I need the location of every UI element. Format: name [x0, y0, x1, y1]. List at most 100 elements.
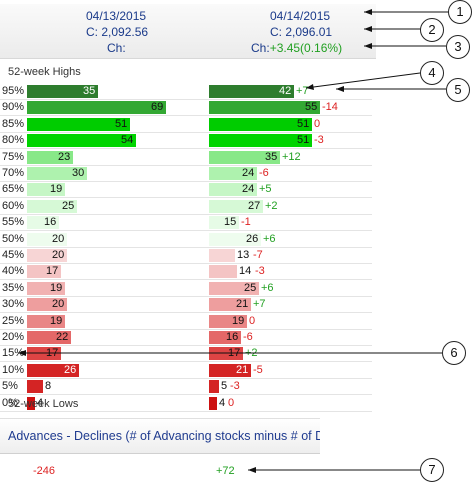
row-separator: [0, 99, 372, 100]
bar-value-left: 4: [37, 397, 44, 409]
bar-left: [27, 380, 43, 393]
row-label: 0%: [2, 397, 18, 409]
callout-arrow-4: [305, 72, 421, 89]
bar-left: [27, 282, 65, 295]
row-separator: [0, 411, 372, 412]
bar-value-left: 19: [50, 315, 63, 327]
change-value: +6: [261, 282, 274, 294]
change-value: 0: [314, 118, 321, 130]
bar-left: [27, 331, 71, 344]
bar-value-right: 21: [236, 364, 249, 376]
bar-left: [27, 364, 79, 377]
bar-value-right: 42: [279, 85, 292, 97]
bar-right: [209, 364, 251, 377]
change-value: -3: [314, 134, 324, 146]
change-value: -1: [241, 216, 251, 228]
row-label: 65%: [2, 183, 25, 195]
bar-value-right: 24: [242, 183, 255, 195]
bar-value-left: 26: [64, 364, 77, 376]
bar-value-right: 15: [224, 216, 237, 228]
callout-arrowhead-6: [18, 350, 26, 356]
bar-left: [27, 200, 77, 213]
row-label: 25%: [2, 315, 25, 327]
bar-left: [27, 315, 65, 328]
change-right-prefix: Ch:: [251, 41, 270, 55]
bar-value-left: 20: [52, 249, 65, 261]
row-label: 55%: [2, 216, 25, 228]
change-value: -3: [230, 380, 240, 392]
bar-right: [209, 183, 257, 196]
bar-value-right: 19: [232, 315, 245, 327]
callout-arrowhead-7: [248, 467, 256, 473]
callout-3: 3: [446, 35, 470, 59]
row-label: 75%: [2, 151, 25, 163]
change-value: +7: [253, 298, 266, 310]
row-separator: [0, 181, 372, 182]
highs-section-label: 52-week Highs: [8, 66, 81, 78]
change-value: 0: [228, 397, 235, 409]
summary-header: 04/13/2015 04/14/2015 C: 2,092.56 C: 2,0…: [0, 4, 376, 59]
row-separator: [0, 394, 372, 395]
callout-7: 7: [420, 458, 444, 482]
change-value: +2: [265, 200, 278, 212]
change-right-value: +3.45(0.16%): [269, 41, 343, 55]
bar-value-left: 54: [121, 134, 134, 146]
row-label: 80%: [2, 134, 25, 146]
change-right: Ch:+3.45(0.16%): [251, 41, 342, 55]
row-separator: [0, 115, 372, 116]
row-separator: [0, 165, 372, 166]
row-label: 30%: [2, 298, 25, 310]
bar-value-left: 8: [45, 380, 52, 392]
bar-value-left: 16: [44, 216, 57, 228]
change-value: -7: [253, 249, 263, 261]
bar-right: [209, 151, 280, 164]
row-separator: [0, 197, 372, 198]
bar-right: [209, 298, 251, 311]
date-left: 04/13/2015: [86, 9, 147, 23]
row-label: 35%: [2, 282, 25, 294]
callout-arrowhead-5: [336, 86, 344, 92]
row-separator: [0, 361, 372, 362]
bar-value-right: 51: [297, 118, 310, 130]
bar-right: [209, 216, 239, 229]
bar-left: [27, 101, 166, 114]
row-label: 85%: [2, 118, 25, 130]
close-left: C: 2,092.56: [86, 25, 149, 39]
bar-right: [209, 397, 217, 410]
bar-left: [27, 151, 73, 164]
row-label: 20%: [2, 331, 25, 343]
advances-declines-right-value: +72: [216, 465, 235, 477]
callout-arrowhead-4: [306, 84, 314, 90]
change-left: Ch:: [107, 41, 126, 55]
bar-value-left: 19: [50, 282, 63, 294]
row-separator: [0, 132, 372, 133]
bar-value-left: 51: [115, 118, 128, 130]
bar-left: [27, 216, 59, 229]
row-label: 50%: [2, 233, 25, 245]
bar-value-right: 26: [246, 233, 259, 245]
change-value: -14: [322, 101, 338, 113]
change-value: +5: [259, 183, 272, 195]
advances-declines-left-value: -246: [33, 465, 56, 477]
row-separator: [0, 263, 372, 264]
bar-value-left: 17: [46, 265, 59, 277]
bar-right: [209, 167, 257, 180]
bar-value-left: 23: [58, 151, 71, 163]
change-value: +12: [282, 151, 301, 163]
change-value: -3: [255, 265, 265, 277]
bar-right: [209, 282, 259, 295]
bar-value-right: 55: [305, 101, 318, 113]
bar-right: [209, 331, 241, 344]
bar-right: [209, 101, 320, 114]
row-separator: [0, 214, 372, 215]
bar-value-right: 5: [221, 380, 228, 392]
bar-value-right: 16: [226, 331, 239, 343]
bar-left: [27, 265, 61, 278]
callout-5: 5: [446, 78, 470, 102]
date-right: 04/14/2015: [270, 9, 331, 23]
bar-value-right: 27: [248, 200, 261, 212]
bar-right: [209, 315, 247, 328]
bar-value-right: 24: [242, 167, 255, 179]
bar-left: [27, 134, 136, 147]
